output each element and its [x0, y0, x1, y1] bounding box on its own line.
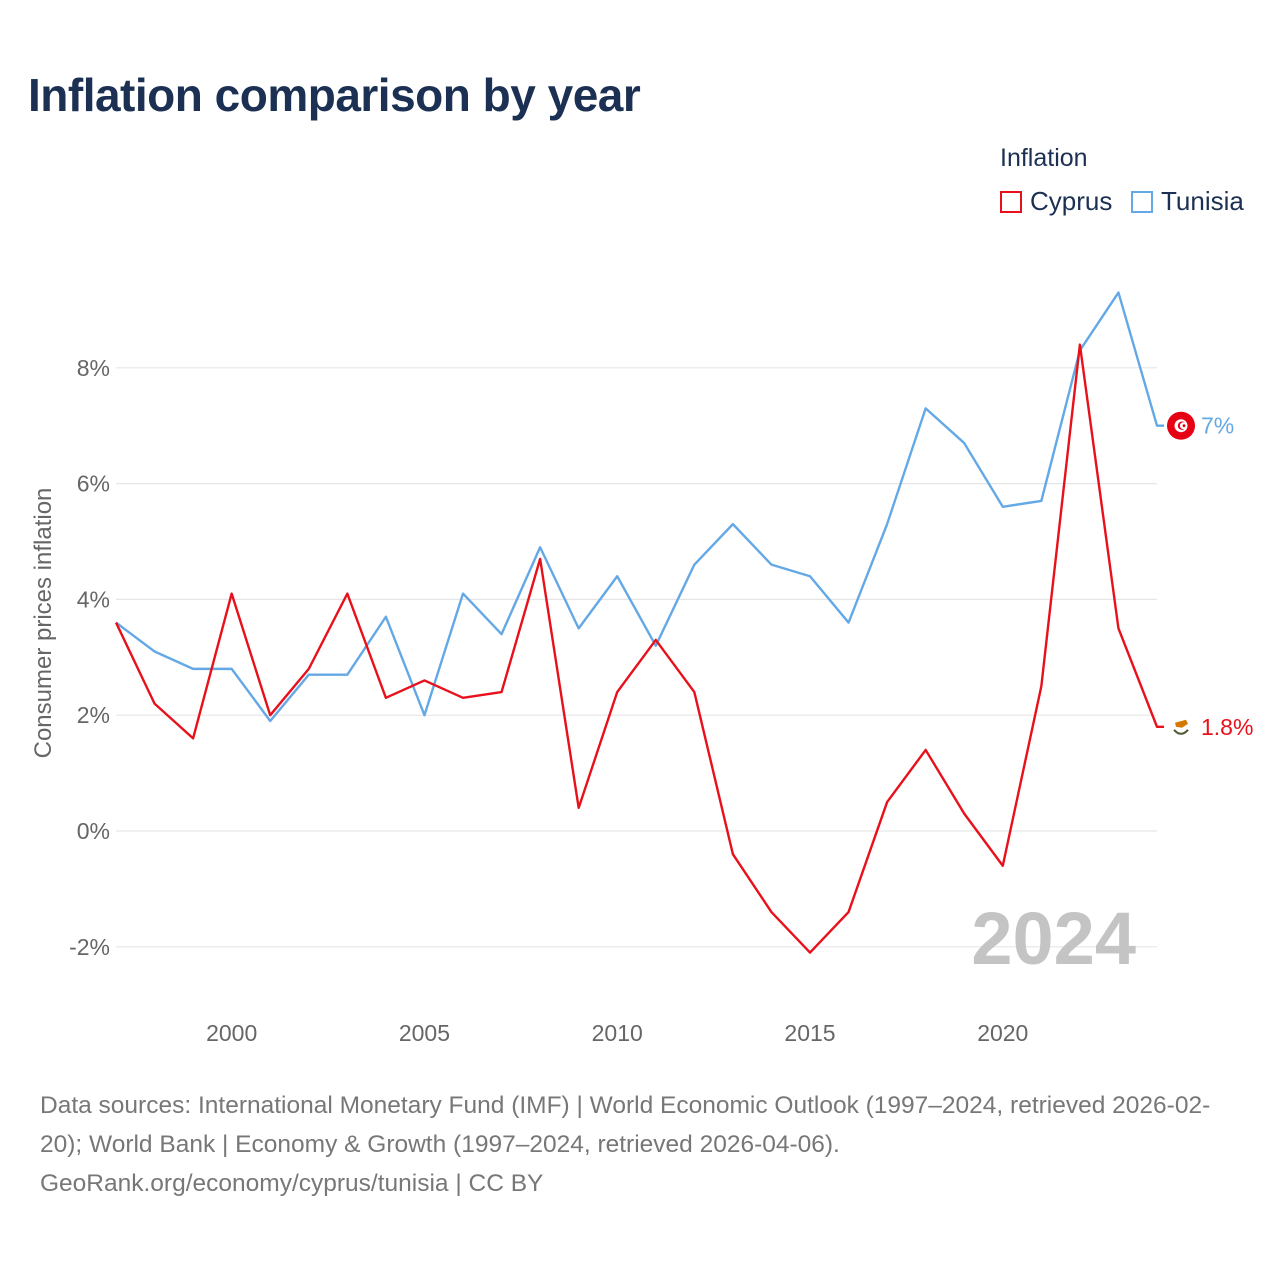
- series-end-markers: 7% 1.8%: [1167, 411, 1253, 741]
- x-axis-ticks: 2000 2005 2010 2015 2020: [206, 1020, 1028, 1046]
- y-tick-label: -2%: [69, 934, 110, 960]
- chart-title: Inflation comparison by year: [28, 69, 641, 121]
- legend-title: Inflation: [1000, 144, 1088, 172]
- line-chart: -2% 0% 2% 4% 6% 8% 2000 2005 2010 2015 2020 Consu…: [30, 291, 1253, 1046]
- tunisia-flag-icon: [1167, 411, 1195, 440]
- y-tick-label: 6%: [77, 471, 110, 497]
- gridlines: [116, 367, 1157, 948]
- data-source-note: Data sources: International Monetary Fun…: [40, 1092, 1211, 1197]
- legend-item-cyprus[interactable]: Cyprus: [1000, 186, 1112, 217]
- end-label-cyprus: 1.8%: [1201, 714, 1253, 740]
- x-tick-label: 2000: [206, 1020, 257, 1046]
- y-axis-ticks: -2% 0% 2% 4% 6% 8%: [69, 355, 110, 960]
- y-tick-label: 4%: [77, 586, 110, 612]
- y-tick-label: 0%: [77, 818, 110, 844]
- legend-item-tunisia[interactable]: Tunisia: [1131, 186, 1244, 217]
- legend-swatch-tunisia: [1131, 190, 1153, 213]
- x-tick-label: 2015: [784, 1020, 835, 1046]
- legend-label-tunisia: Tunisia: [1161, 186, 1244, 216]
- x-tick-label: 2010: [592, 1020, 643, 1046]
- x-tick-label: 2020: [977, 1020, 1028, 1046]
- series-lines: [114, 291, 1164, 954]
- y-tick-label: 8%: [77, 355, 110, 381]
- legend-swatch-cyprus: [1000, 190, 1022, 213]
- series-line-cyprus[interactable]: [114, 343, 1164, 954]
- x-tick-label: 2005: [399, 1020, 450, 1046]
- current-year-label: 2024: [971, 897, 1136, 980]
- legend-label-cyprus: Cyprus: [1030, 186, 1113, 216]
- cyprus-flag-icon: [1167, 712, 1195, 741]
- series-line-tunisia[interactable]: [115, 291, 1164, 723]
- y-tick-label: 2%: [77, 702, 110, 728]
- y-axis-label: Consumer prices inflation: [30, 488, 57, 759]
- end-label-tunisia: 7%: [1201, 413, 1234, 439]
